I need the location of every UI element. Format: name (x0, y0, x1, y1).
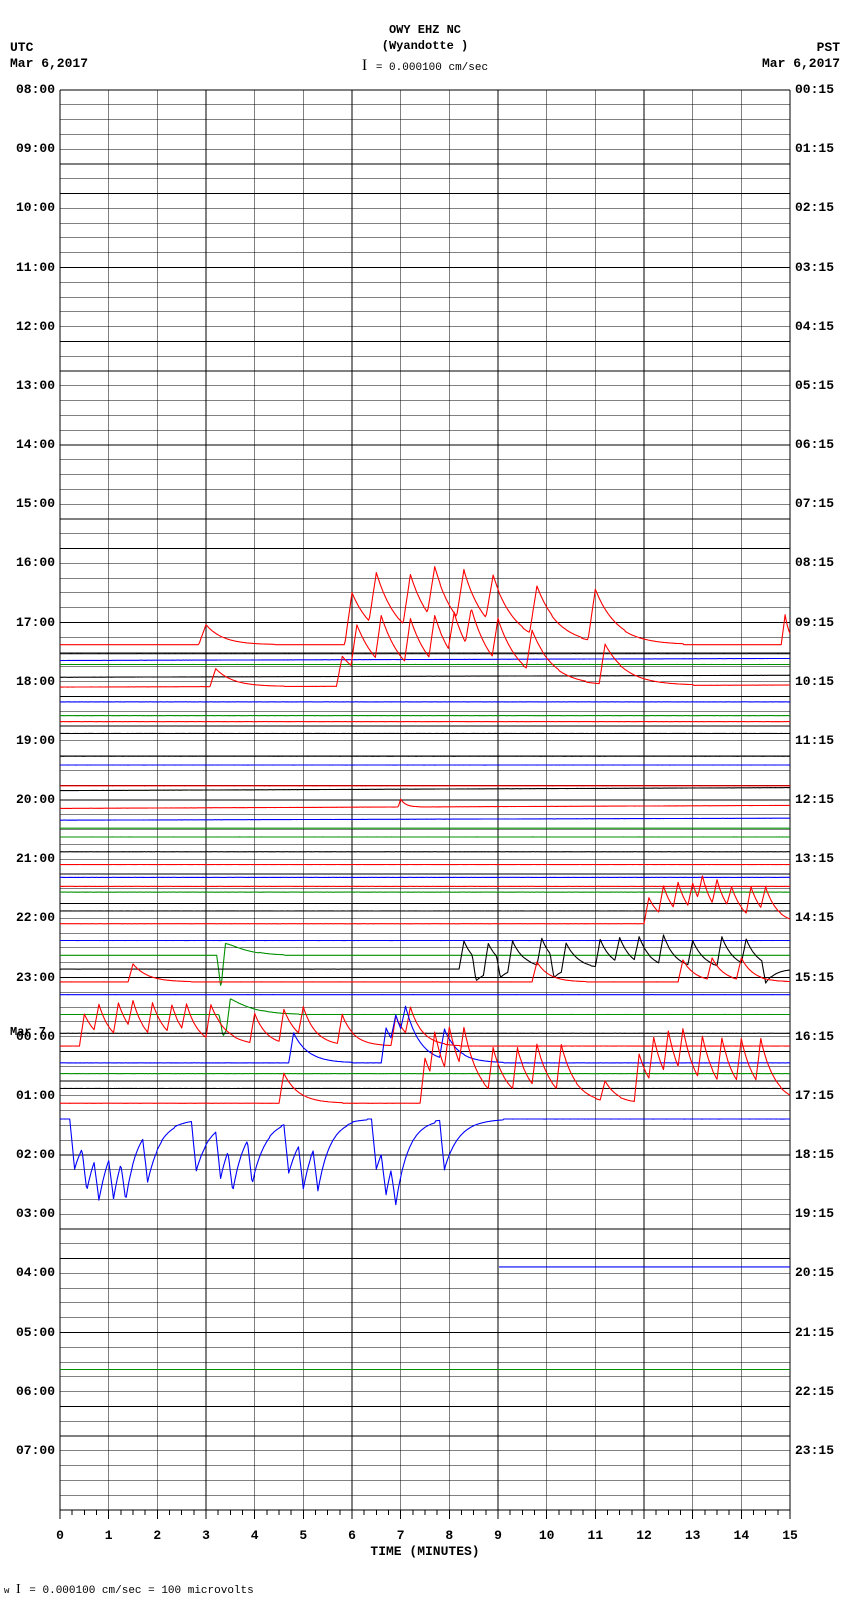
left-hour-label: 14:00 (16, 438, 55, 451)
right-hour-label: 09:15 (795, 616, 834, 629)
right-hour-label: 08:15 (795, 556, 834, 569)
footer-prefix-glyph: w (4, 1586, 9, 1596)
right-hour-label: 16:15 (795, 1030, 834, 1043)
x-tick-label: 13 (685, 1528, 701, 1543)
left-hour-label: 15:00 (16, 497, 55, 510)
left-hour-label: 12:00 (16, 320, 55, 333)
x-tick-label: 6 (348, 1528, 356, 1543)
x-tick-label: 1 (105, 1528, 113, 1543)
right-hour-label: 22:15 (795, 1385, 834, 1398)
x-tick-label: 3 (202, 1528, 210, 1543)
right-hour-label: 02:15 (795, 201, 834, 214)
x-tick-label: 4 (251, 1528, 259, 1543)
right-hour-label: 10:15 (795, 675, 834, 688)
right-hour-label: 17:15 (795, 1089, 834, 1102)
left-hour-label: 19:00 (16, 734, 55, 747)
page-root: OWY EHZ NC (Wyandotte ) I = 0.000100 cm/… (0, 0, 850, 1613)
left-hour-label: 03:00 (16, 1207, 55, 1220)
right-hour-label: 13:15 (795, 852, 834, 865)
x-tick-label: 2 (153, 1528, 161, 1543)
left-hour-label: 04:00 (16, 1266, 55, 1279)
left-hour-label: 02:00 (16, 1148, 55, 1161)
right-hour-label: 03:15 (795, 261, 834, 274)
right-hour-label: 23:15 (795, 1444, 834, 1457)
x-tick-label: 12 (636, 1528, 652, 1543)
left-hour-label: 11:00 (16, 261, 55, 274)
left-hour-label: 20:00 (16, 793, 55, 806)
left-hour-label: 07:00 (16, 1444, 55, 1457)
right-hour-label: 20:15 (795, 1266, 834, 1279)
right-hour-label: 21:15 (795, 1326, 834, 1339)
left-hour-label: 22:00 (16, 911, 55, 924)
footer-bar-glyph: I (16, 1582, 21, 1597)
x-tick-label: 0 (56, 1528, 64, 1543)
right-hour-label: 14:15 (795, 911, 834, 924)
right-hour-label: 18:15 (795, 1148, 834, 1161)
x-tick-label: 8 (445, 1528, 453, 1543)
x-tick-label: 14 (734, 1528, 750, 1543)
right-hour-label: 05:15 (795, 379, 834, 392)
x-tick-label: 7 (397, 1528, 405, 1543)
right-hour-label: 01:15 (795, 142, 834, 155)
right-hour-label: 00:15 (795, 83, 834, 96)
right-hour-label: 15:15 (795, 971, 834, 984)
right-hour-label: 06:15 (795, 438, 834, 451)
footer-text: = 0.000100 cm/sec = 100 microvolts (29, 1585, 253, 1597)
x-tick-label: 11 (588, 1528, 604, 1543)
left-hour-label: 09:00 (16, 142, 55, 155)
left-hour-label: 06:00 (16, 1385, 55, 1398)
right-hour-label: 07:15 (795, 497, 834, 510)
midnight-marker: Mar 7 (10, 1025, 46, 1039)
left-hour-label: 01:00 (16, 1089, 55, 1102)
right-hour-label: 04:15 (795, 320, 834, 333)
left-hour-label: 10:00 (16, 201, 55, 214)
left-hour-label: 16:00 (16, 556, 55, 569)
left-hour-label: 05:00 (16, 1326, 55, 1339)
left-hour-label: 13:00 (16, 379, 55, 392)
left-hour-label: 21:00 (16, 852, 55, 865)
right-hour-label: 11:15 (795, 734, 834, 747)
right-hour-label: 19:15 (795, 1207, 834, 1220)
helicorder-plot (0, 0, 850, 1613)
right-hour-label: 12:15 (795, 793, 834, 806)
left-hour-label: 17:00 (16, 616, 55, 629)
left-hour-label: 23:00 (16, 971, 55, 984)
left-hour-label: 08:00 (16, 83, 55, 96)
x-axis-label: TIME (MINUTES) (370, 1544, 479, 1559)
x-tick-label: 10 (539, 1528, 555, 1543)
footer-scale: w I = 0.000100 cm/sec = 100 microvolts (4, 1582, 254, 1598)
x-tick-label: 9 (494, 1528, 502, 1543)
x-tick-label: 5 (299, 1528, 307, 1543)
left-hour-label: 18:00 (16, 675, 55, 688)
x-tick-label: 15 (782, 1528, 798, 1543)
